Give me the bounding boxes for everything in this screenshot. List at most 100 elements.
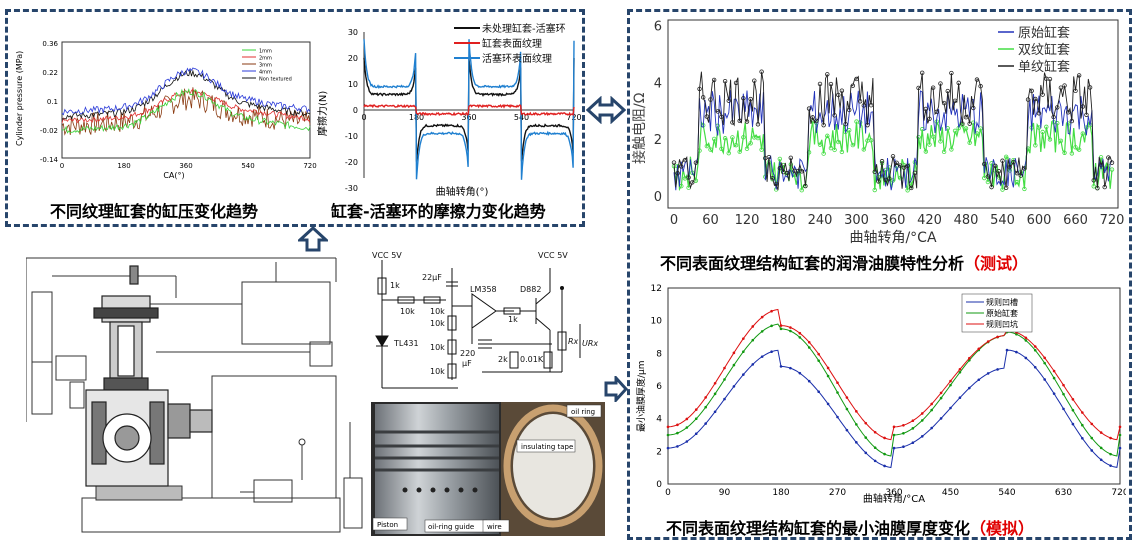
chart3-legend-label: 双纹缸套 [1018, 42, 1070, 58]
chart3-marker [704, 114, 710, 119]
chart3-marker [854, 76, 859, 82]
chart4-marker [1015, 332, 1018, 336]
chart3-marker [956, 80, 961, 86]
chart3-marker [719, 114, 724, 119]
chart3-xtick: 360 [881, 213, 906, 228]
chart3-marker [1003, 154, 1009, 159]
chart3-marker [737, 149, 742, 154]
chart4-marker [892, 433, 896, 437]
chart3-marker [945, 88, 950, 94]
chart1-xtick: 0 [60, 162, 64, 170]
chart4-xtick: 90 [719, 488, 731, 498]
chart3-marker [872, 187, 877, 193]
photo-label-wire: wire [487, 523, 502, 531]
chart4-marker [704, 396, 707, 399]
chart3-marker [679, 164, 684, 169]
chart2-series-line [363, 103, 575, 117]
chart4-marker [694, 417, 698, 421]
chart4-marker [751, 325, 755, 328]
caption-film: 不同表面纹理结构缸套的最小油膜厚度变化（模拟） [666, 515, 1034, 539]
chart3-marker [909, 185, 914, 191]
chart1-ytick: -0.02 [40, 127, 58, 135]
chart4-xtick: 630 [1055, 488, 1072, 498]
chart4-marker [958, 370, 962, 374]
chart3-marker [846, 128, 852, 133]
chart3-marker [949, 147, 954, 152]
chart3-marker [1106, 155, 1111, 160]
chart4-marker [694, 432, 698, 436]
chart3-marker [996, 169, 1002, 174]
chart3-marker [744, 119, 750, 124]
chart3-marker [941, 100, 947, 106]
chart1-xlabel: CA(°) [163, 171, 184, 180]
chart4-marker [742, 373, 745, 376]
chart4-marker [883, 464, 886, 468]
chart3-marker [722, 136, 728, 141]
chart4-marker [704, 422, 707, 425]
chart4-marker [902, 445, 905, 449]
chart3-marker [671, 160, 677, 165]
chart3-xtick: 0 [670, 213, 678, 228]
chart4-marker [930, 426, 933, 430]
chart4-xticks: 0 90 180 270 360 450 540 630 720 [665, 488, 1126, 498]
chart3-marker [1084, 112, 1089, 117]
chart4-marker [666, 425, 670, 429]
chart4-marker [1090, 422, 1094, 426]
chart3-marker [963, 114, 969, 120]
chart4-marker [760, 315, 764, 319]
chart4-marker [742, 337, 745, 340]
chart3-marker [839, 149, 845, 155]
chart3-marker [868, 103, 874, 108]
chart4-ytick: 8 [656, 349, 662, 359]
chart3-ylabel: 接触电阻/Ω [631, 92, 648, 164]
chart3-marker [1076, 147, 1082, 152]
chart4-marker [902, 432, 905, 435]
chart4-marker [996, 335, 999, 339]
chart4-marker [836, 391, 839, 394]
chart3-marker [1055, 121, 1060, 126]
chart4-marker [864, 451, 868, 455]
chart4-marker [676, 445, 679, 448]
chart1-legend-label: 3mm [259, 63, 272, 69]
chart4-marker [770, 309, 773, 313]
chart3-marker [883, 177, 888, 183]
chart3-marker [923, 106, 929, 112]
chart4-marker [770, 324, 773, 328]
chart3-marker [887, 176, 892, 181]
chart3-marker [755, 135, 761, 141]
chart3-marker [777, 166, 783, 171]
chart3-marker [806, 106, 812, 111]
chart3-marker [777, 156, 783, 162]
chart4-marker [1118, 425, 1122, 429]
chart3-marker [1095, 185, 1100, 191]
chart2-ytick: -30 [345, 184, 358, 193]
chart3-marker [1011, 159, 1016, 165]
chart1-xtick: 180 [117, 162, 130, 170]
chart3-marker [952, 98, 958, 104]
chart1-ylabel: Cylinder pressure (MPa) [15, 51, 24, 146]
chart3-marker [967, 121, 972, 126]
caption-film-tag: （模拟） [970, 519, 1035, 538]
chart3-marker [1087, 85, 1093, 90]
chart1-legend-label: 2mm [259, 56, 272, 62]
chart3-marker [952, 128, 958, 134]
chart4-marker [1043, 361, 1046, 365]
chart3-marker [784, 170, 790, 176]
chart3-marker [1066, 121, 1071, 126]
chart4-marker [902, 423, 905, 427]
chart3-marker [941, 149, 947, 155]
chart4-legend-label: 规则凹坑 [986, 319, 1018, 329]
chart3-marker [741, 135, 746, 140]
chart3-marker [868, 138, 874, 143]
chart3-marker [1036, 111, 1042, 116]
chart3-marker [967, 140, 972, 145]
chart3-marker [989, 184, 994, 190]
circuit-r1: 1k [390, 281, 400, 290]
chart4-series [666, 308, 1122, 469]
chart4-marker [807, 341, 811, 344]
chart3-marker [1014, 170, 1020, 176]
chart4-marker [949, 379, 952, 383]
chart4-ytick: 12 [651, 284, 662, 294]
